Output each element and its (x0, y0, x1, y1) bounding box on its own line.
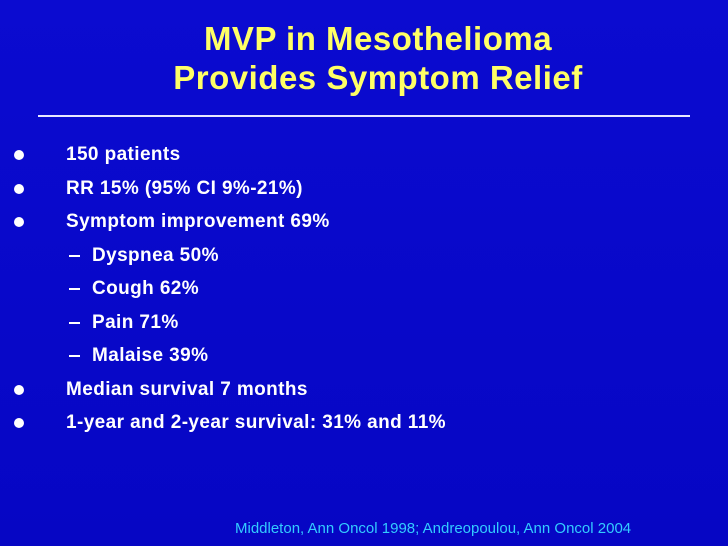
bullet-marker (14, 183, 24, 194)
title-line: MVP in Mesothelioma (203, 20, 553, 57)
sub-bullet-text: Dyspnea 50% (92, 244, 219, 266)
bullet-text: 150 patients (66, 144, 181, 165)
bullet-text: 1-year and 2-year survival: 31% and 11% (66, 412, 446, 433)
bullet-text: Median survival 7 months (66, 378, 308, 400)
bullet-text: Symptom improvement 69% (66, 211, 330, 232)
sub-bullet-text: Cough 62% (92, 278, 200, 299)
title-rule (38, 115, 690, 117)
sub-marker (69, 355, 80, 357)
sub-bullet-text: Malaise 39% (92, 345, 209, 366)
bullet-marker (14, 217, 24, 227)
title-line: Provides Symptom Relief (173, 59, 583, 96)
bullet-marker (14, 150, 24, 160)
sub-marker (69, 321, 80, 324)
citation: Middleton, Ann Oncol 1998; Andreopoulou,… (235, 520, 632, 537)
sub-bullet-text: Pain 71% (92, 311, 179, 333)
bullet-marker (14, 384, 24, 395)
sub-marker (69, 254, 80, 257)
bullet-text: RR 15% (95% CI 9%-21%) (66, 177, 303, 199)
sub-marker (69, 288, 80, 290)
bullet-marker (14, 418, 24, 428)
